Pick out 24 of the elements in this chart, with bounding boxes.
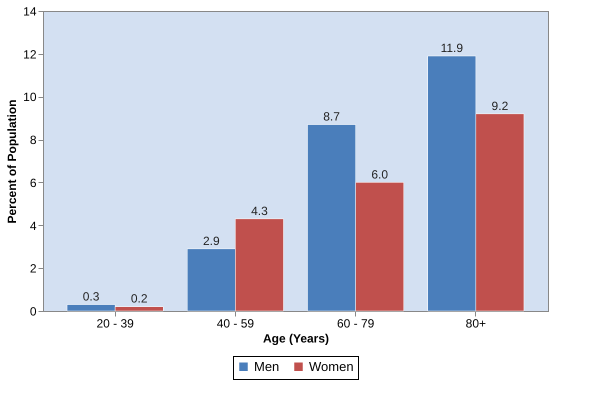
y-tick-label: 10 bbox=[23, 90, 37, 104]
legend-label: Women bbox=[309, 358, 354, 374]
data-label: 11.9 bbox=[440, 41, 464, 55]
x-axis-title: Age (Years) bbox=[262, 332, 330, 346]
y-axis-title: Percent of Population bbox=[5, 99, 20, 224]
x-tick-label: 80+ bbox=[466, 316, 486, 330]
y-tick-label: 0 bbox=[30, 304, 37, 318]
data-label: 0.3 bbox=[82, 290, 100, 304]
x-tick-label: 40 - 59 bbox=[216, 316, 254, 330]
y-tick-label: 6 bbox=[30, 176, 37, 190]
data-label: 0.2 bbox=[130, 292, 148, 306]
legend-label: Men bbox=[254, 358, 280, 374]
data-label: 8.7 bbox=[323, 110, 340, 124]
x-tick-label: 20 - 39 bbox=[96, 316, 134, 330]
y-tick-label: 12 bbox=[23, 47, 37, 62]
y-tick-label: 14 bbox=[23, 4, 37, 18]
data-label: 2.9 bbox=[202, 234, 220, 248]
y-tick-label: 4 bbox=[30, 218, 37, 233]
data-label: 4.3 bbox=[251, 204, 268, 218]
data-label: 9.2 bbox=[492, 98, 509, 113]
y-tick-label: 8 bbox=[30, 133, 37, 148]
data-label: 6.0 bbox=[371, 167, 388, 182]
x-tick-label: 60 - 79 bbox=[336, 316, 375, 330]
y-tick-label: 2 bbox=[30, 262, 37, 276]
